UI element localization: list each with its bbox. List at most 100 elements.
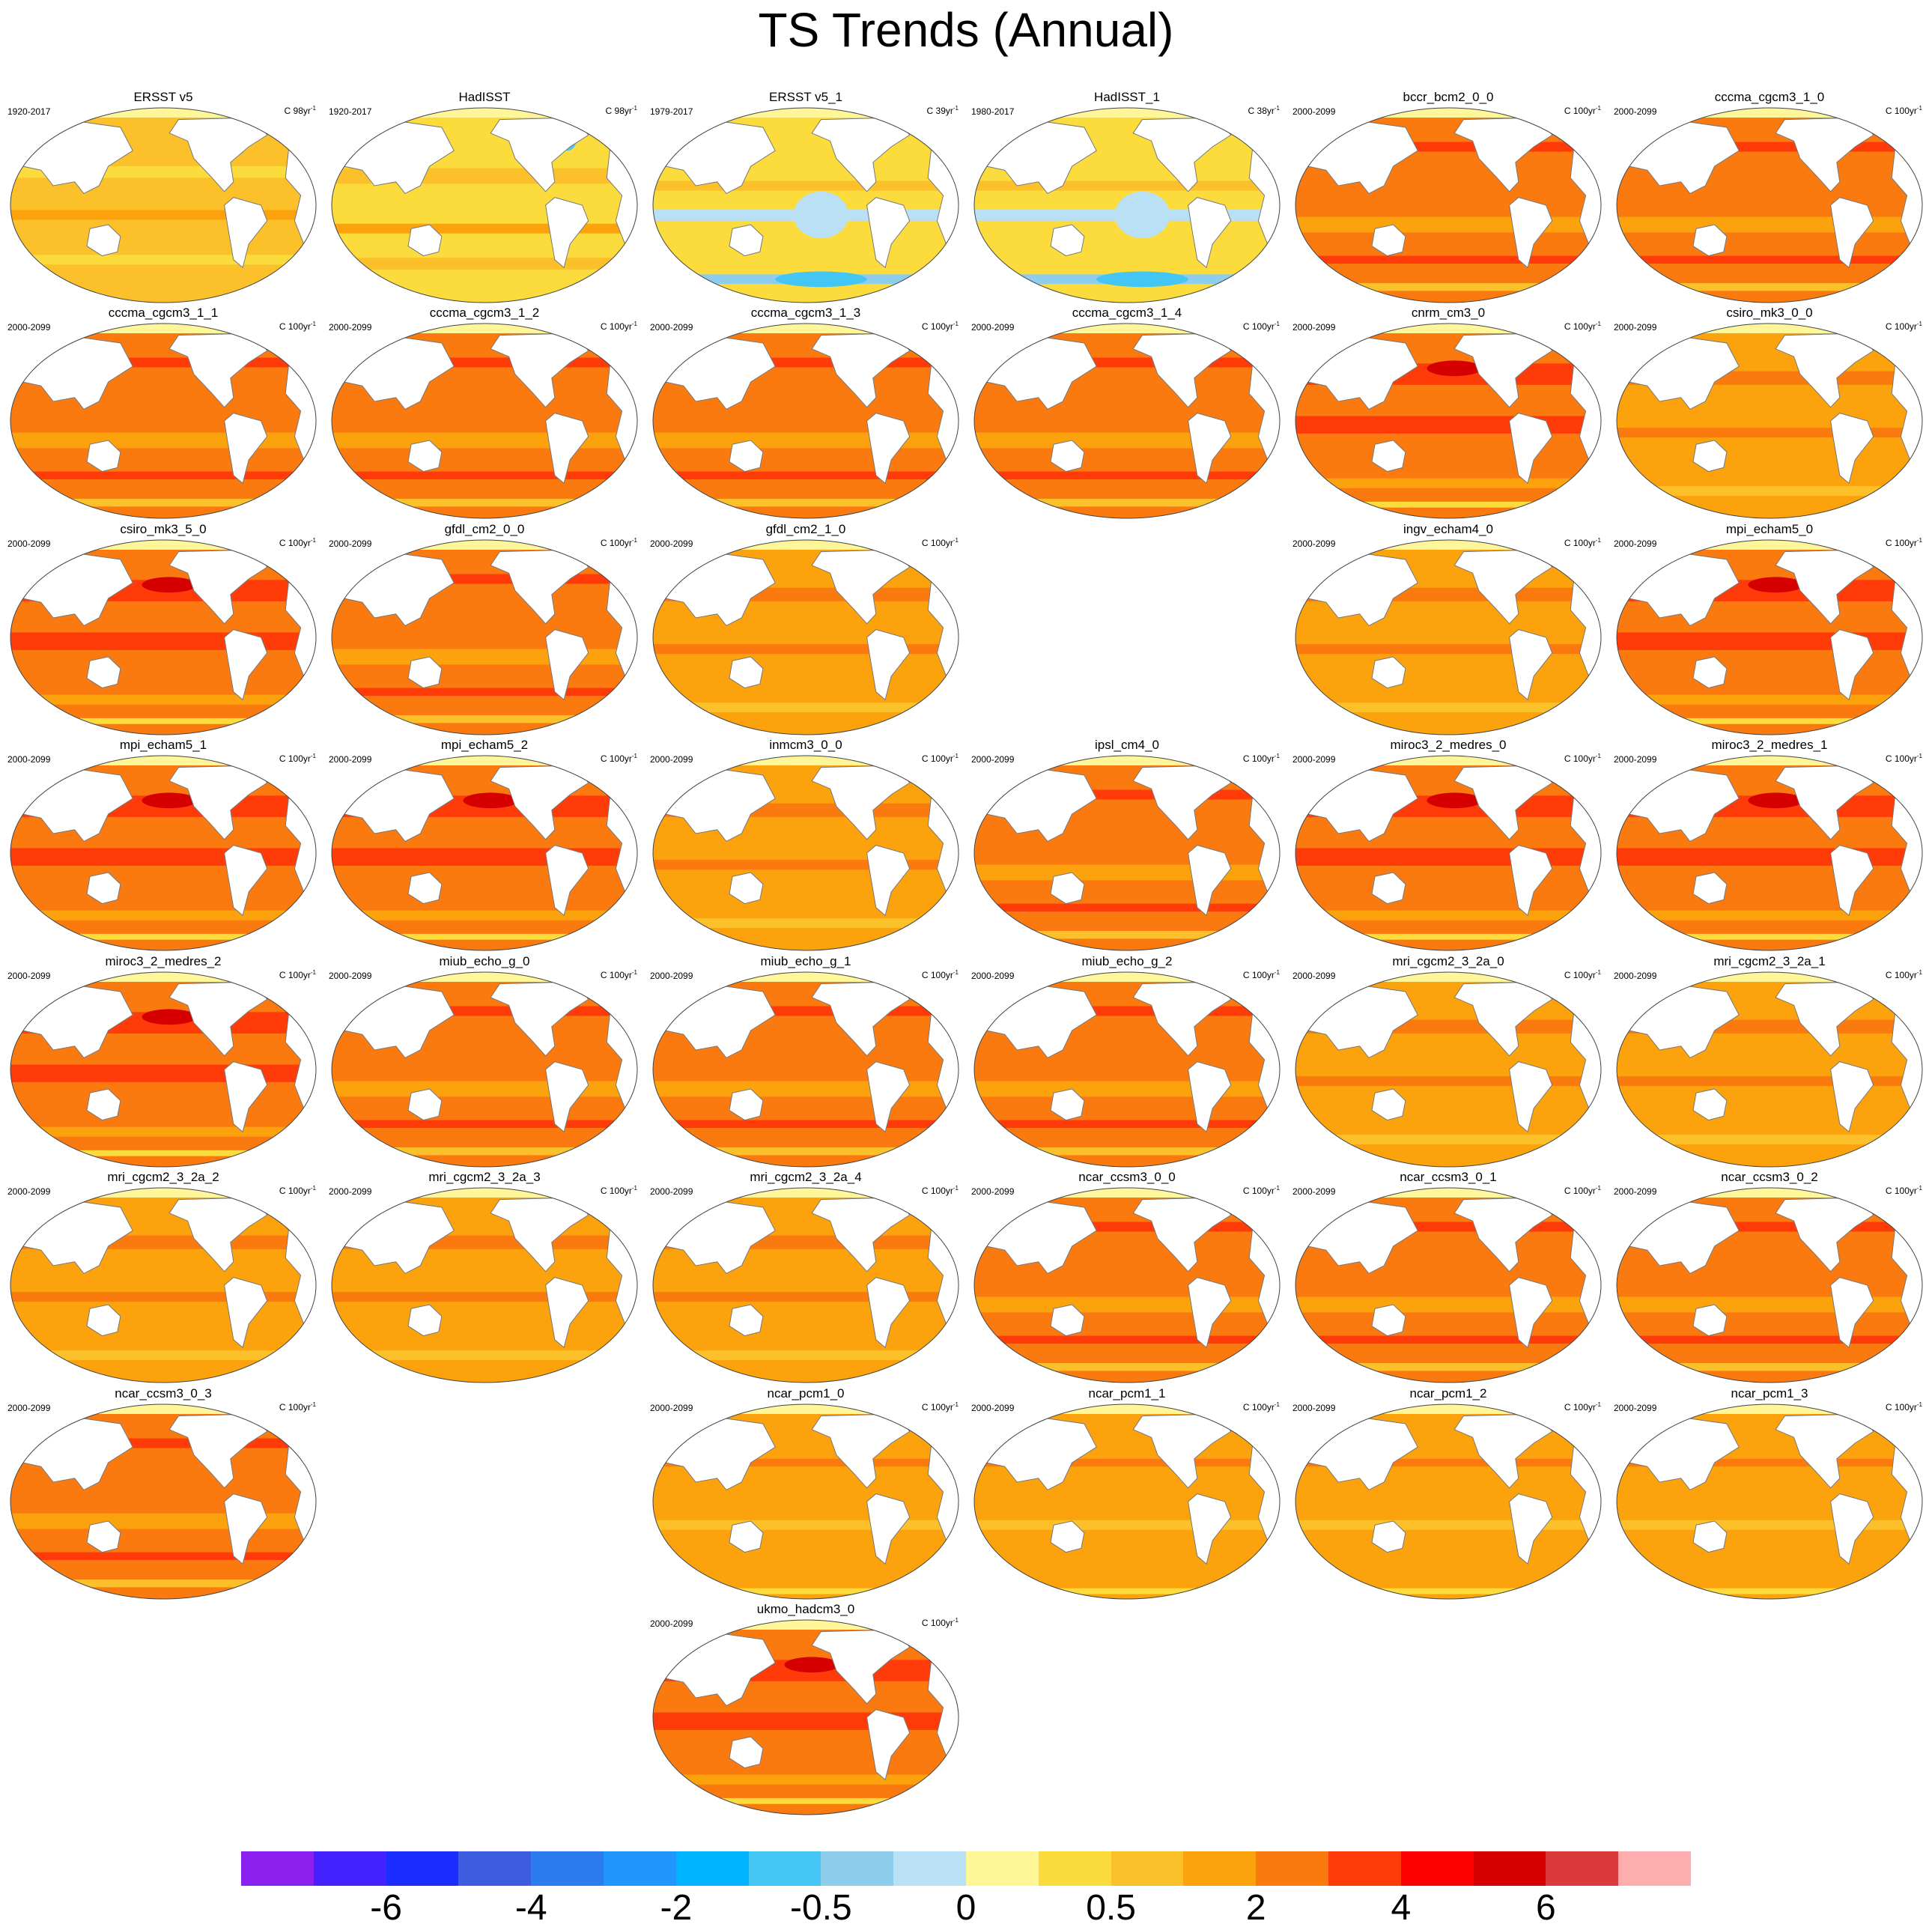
map-border [1616, 323, 1923, 519]
panel-units: C 100yr-1 [279, 1183, 316, 1196]
trend-band [1617, 283, 1922, 291]
panel-units-exponent: -1 [1274, 321, 1280, 327]
arctic-band [1295, 1404, 1601, 1414]
colorbar-label: -2 [660, 1888, 693, 1928]
trend-band [1617, 694, 1922, 705]
map-panel: miub_echo_g_2 2000-2099 C 100yr-1 [970, 954, 1284, 1171]
trend-band [10, 1350, 316, 1361]
panel-units-exponent: -1 [1595, 105, 1601, 112]
map-panel: cccma_cgcm3_1_0 2000-2099 C 100yr-1 [1612, 90, 1927, 307]
map-content [1295, 324, 1601, 518]
panel-units-exponent: -1 [1916, 753, 1922, 759]
map-figure [652, 755, 959, 951]
trend-band [10, 910, 316, 920]
map-border [331, 539, 638, 735]
panel-period: 2000-2099 [7, 1186, 51, 1197]
colorbar-label: 2 [1245, 1888, 1266, 1928]
trend-band [653, 1797, 959, 1804]
panel-units-exponent: -1 [1916, 321, 1922, 327]
trend-band [1295, 283, 1601, 291]
map-figure [331, 323, 638, 519]
panel-units-text: C 100yr [1885, 753, 1917, 764]
panel-units: C 100yr-1 [1243, 1183, 1280, 1196]
south-america-landmass [1188, 845, 1232, 917]
map-panel: ERSST v5_1 1979-2017 C 39yr-1 [648, 90, 963, 307]
arctic-band [10, 756, 316, 765]
trend-band [10, 717, 316, 724]
map-panel: HadISST_1 1980-2017 C 38yr-1 [970, 90, 1284, 307]
trend-anomaly [463, 792, 518, 809]
panel-title: ncar_pcm1_3 [1731, 1386, 1808, 1401]
panel-units-exponent: -1 [1274, 1185, 1280, 1192]
south-america-landmass [1509, 413, 1553, 485]
map-border [1295, 1404, 1602, 1600]
australia-landmass [407, 224, 443, 257]
panel-period: 2000-2099 [650, 754, 693, 765]
map-content [653, 324, 959, 518]
south-america-landmass [1509, 1277, 1553, 1349]
australia-landmass [407, 440, 443, 473]
arctic-band [10, 1404, 316, 1414]
trend-band [974, 864, 1280, 881]
trend-band [1617, 1076, 1922, 1087]
map-border [973, 971, 1281, 1168]
map-figure [652, 107, 959, 303]
panel-units-text: C 100yr [1242, 753, 1275, 764]
map-content [653, 1404, 959, 1599]
trend-band [1295, 216, 1601, 233]
panel-title: ncar_ccsm3_0_3 [115, 1386, 212, 1401]
map-border [652, 755, 959, 951]
map-border [973, 1187, 1281, 1383]
australia-landmass [86, 872, 121, 905]
map-border [652, 323, 959, 519]
map-content [1295, 1188, 1601, 1383]
panel-title: mri_cgcm2_3_2a_1 [1713, 954, 1826, 968]
panel-units-exponent: -1 [1916, 537, 1922, 544]
australia-landmass [1371, 872, 1406, 905]
trend-band [332, 688, 637, 696]
trend-band [653, 1520, 959, 1530]
map-panel: inmcm3_0_0 2000-2099 C 100yr-1 [648, 738, 963, 955]
trend-band [1617, 1296, 1922, 1313]
map-content [1295, 756, 1601, 950]
map-border [1616, 539, 1923, 735]
colorbar-box [1183, 1851, 1257, 1886]
panel-period: 2000-2099 [329, 754, 372, 765]
arctic-band [974, 972, 1280, 982]
australia-landmass [1050, 1304, 1085, 1337]
trend-band [1295, 910, 1601, 920]
panel-units: C 100yr-1 [1564, 319, 1601, 332]
panel-units-exponent: -1 [1916, 105, 1922, 112]
colorbar-box [1546, 1851, 1619, 1886]
panel-title: mri_cgcm2_3_2a_0 [1392, 954, 1504, 968]
map-figure [973, 1404, 1281, 1600]
map-panel: bccr_bcm2_0_0 2000-2099 C 100yr-1 [1291, 90, 1606, 307]
south-america-landmass [1830, 1277, 1874, 1349]
panel-units: C 100yr-1 [922, 1183, 959, 1196]
map-panel: ncar_ccsm3_0_3 2000-2099 C 100yr-1 [6, 1386, 321, 1603]
south-america-landmass [224, 1277, 268, 1349]
arctic-band [1295, 756, 1601, 765]
panel-period: 2000-2099 [1614, 1403, 1657, 1413]
map-border [10, 323, 317, 519]
map-panel: ERSST v5 1920-2017 C 98yr-1 [6, 90, 321, 307]
south-america-landmass [224, 845, 268, 917]
panel-title: ncar_ccsm3_0_2 [1721, 1170, 1818, 1184]
arctic-band [974, 108, 1280, 118]
panel-title: cnrm_cm3_0 [1411, 306, 1486, 320]
trend-band [653, 1120, 959, 1128]
arctic-band [1617, 540, 1922, 550]
panel-units-text: C 100yr [600, 753, 632, 764]
map-content [974, 972, 1280, 1167]
trend-band [332, 471, 637, 479]
panel-period: 1920-2017 [7, 106, 51, 117]
panel-units-text: C 98yr [284, 106, 311, 116]
south-america-landmass [545, 845, 589, 917]
colorbar-box [1618, 1851, 1692, 1886]
map-panel: ukmo_hadcm3_0 2000-2099 C 100yr-1 [648, 1602, 963, 1819]
map-figure [331, 971, 638, 1168]
ocean-field [974, 972, 1280, 1167]
panel-title: csiro_mk3_0_0 [1726, 306, 1813, 320]
arctic-band [10, 108, 316, 118]
panel-units-exponent: -1 [1274, 1401, 1280, 1408]
